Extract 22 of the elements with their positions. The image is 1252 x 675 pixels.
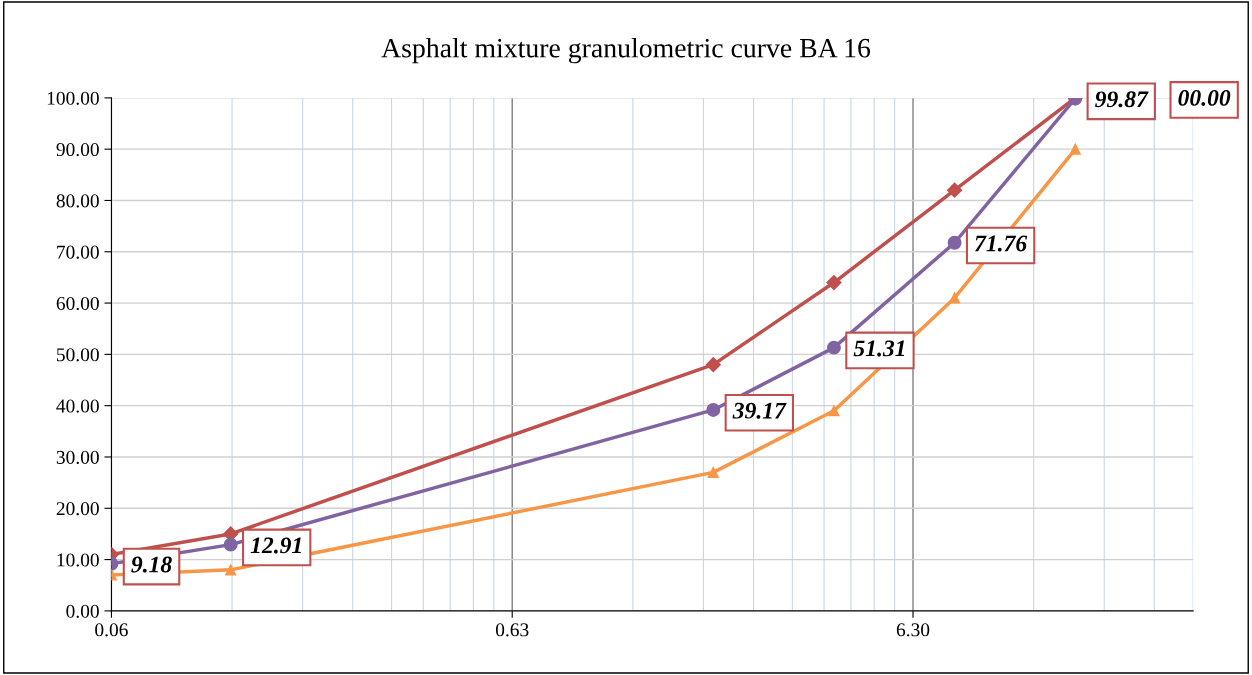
data-label: 71.76 (975, 235, 1028, 252)
y-tick-label: 20.00 (56, 502, 99, 516)
y-tick-label: 60.00 (56, 296, 99, 311)
x-tick-label: 6.30 (896, 623, 930, 637)
data-label: 39.17 (732, 402, 787, 419)
x-tick-label: 0.06 (95, 623, 128, 637)
y-tick-label: 70.00 (57, 245, 99, 259)
data-label: 12.91 (250, 537, 301, 554)
y-tick-label: 80.00 (56, 194, 99, 208)
data-label: 99.87 (1095, 91, 1149, 108)
x-tick-label: 0.63 (495, 623, 529, 637)
y-tick-label: 0.00 (66, 604, 99, 618)
data-label: 9.18 (131, 556, 172, 573)
y-tick-label: 100.00 (47, 91, 99, 105)
annotation: 00.00 (1178, 89, 1231, 106)
y-tick-label: 90.00 (56, 142, 99, 157)
data-label: 51.31 (853, 340, 905, 357)
y-tick-label: 10.00 (57, 553, 99, 567)
y-tick-label: 40.00 (56, 399, 99, 413)
y-tick-label: 30.00 (56, 450, 99, 464)
y-tick-label: 50.00 (57, 348, 99, 362)
chart-title: Asphalt mixture granulometric curve BA 16 (381, 37, 871, 64)
